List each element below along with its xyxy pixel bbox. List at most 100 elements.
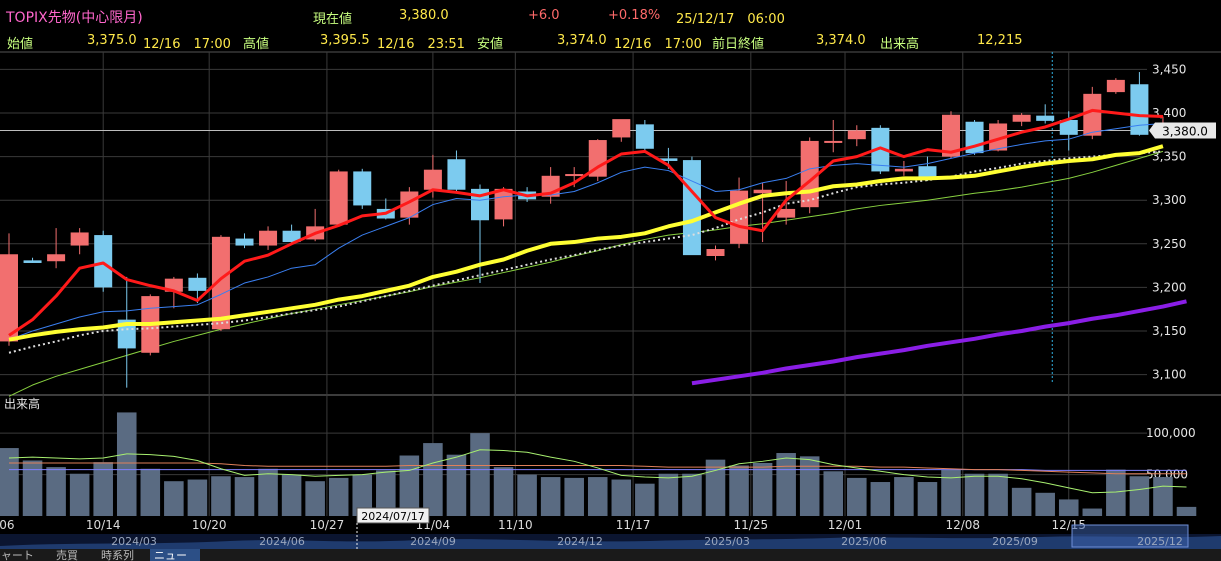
candle-body: [847, 130, 866, 140]
candle-body: [1083, 93, 1102, 136]
candle-body: [353, 171, 372, 206]
volume-bar: [823, 471, 844, 516]
volume-tick-label: 100,000: [1146, 426, 1196, 440]
bottom-tab-bar: [0, 549, 1221, 561]
navigator-date-label: 2024/06: [259, 535, 305, 548]
volume-bar: [423, 443, 443, 516]
candle-body: [659, 158, 678, 161]
quote-timestamp: 25/12/17 06:00: [676, 12, 785, 27]
candle-body: [706, 249, 725, 256]
open-time: 12/16 17:00: [143, 37, 231, 52]
candle-body: [871, 127, 890, 172]
volume-bar: [752, 462, 773, 516]
ma-blue-line: [8, 122, 1163, 341]
low-label: 安値: [477, 37, 504, 52]
price-volume-chart[interactable]: 10/0610/1410/2010/2711/0411/1011/1711/25…: [0, 0, 1221, 549]
symbol-title: TOPIX先物(中心限月): [6, 10, 143, 26]
volume-bar: [517, 474, 537, 516]
current-price-label: 現在値: [313, 12, 353, 27]
ma5-line: [8, 108, 1164, 337]
date-tick-label: 11/10: [498, 518, 533, 532]
price-tick-label: 3,150: [1152, 324, 1186, 338]
current-price-value: 3,380.0: [399, 8, 449, 23]
price-tick-label: 3,250: [1152, 237, 1186, 251]
candle-body: [824, 140, 843, 143]
volume-bar: [22, 460, 43, 516]
volume-bar: [0, 448, 19, 516]
volume-bar: [258, 468, 278, 516]
low-time: 12/16 17:00: [614, 37, 702, 52]
low-value: 3,374.0: [557, 33, 607, 48]
volume-bar: [705, 459, 726, 516]
navigator-range-window: [1071, 524, 1189, 548]
volume-bar: [164, 481, 184, 516]
date-tick-label: 10/27: [310, 518, 345, 532]
volume-bar: [682, 473, 702, 516]
price-tick-label: 3,400: [1152, 106, 1186, 120]
volume-bar: [964, 473, 985, 516]
volume-panel-title: 出来高: [4, 396, 40, 411]
volume-bar: [941, 469, 961, 516]
candle-body: [494, 188, 513, 220]
price-tick-label: 3,300: [1152, 193, 1186, 207]
tooltip-date-text: 2024/07/17: [361, 510, 424, 523]
candle-body: [1106, 79, 1125, 93]
volume-bar: [493, 467, 514, 516]
candle-body: [471, 188, 489, 221]
candle-body: [565, 174, 584, 177]
candle-body: [188, 277, 207, 291]
candle-body: [70, 232, 89, 246]
candle-body: [1059, 120, 1078, 135]
volume-bar: [799, 456, 820, 516]
prev-close-label: 前日終値: [712, 37, 765, 52]
candle-body: [612, 119, 631, 138]
volume-bar: [46, 467, 66, 516]
volume-bar: [470, 433, 490, 516]
navigator-date-label: 2024/12: [557, 535, 603, 548]
volume-bar: [305, 481, 325, 516]
candle-body: [235, 238, 254, 246]
volume-bar: [234, 477, 255, 516]
volume-bar: [1129, 476, 1150, 516]
volume-value: 12,215: [977, 33, 1023, 48]
ma200-line: [691, 299, 1187, 386]
volume-bar: [587, 477, 608, 516]
date-tick-label: 11/17: [616, 518, 651, 532]
candle-body: [329, 171, 348, 225]
date-tick-label: 12/01: [828, 518, 863, 532]
volume-bar: [776, 453, 796, 516]
current-price-tag: 3,380.0: [1149, 122, 1216, 139]
navigator-date-label: 2024/03: [111, 535, 157, 548]
prev-close-value: 3,374.0: [816, 33, 866, 48]
candle-body: [777, 208, 796, 218]
date-tick-label: 11/25: [734, 518, 769, 532]
candle-body: [942, 114, 960, 157]
tab-news[interactable]: ニュース: [150, 549, 200, 561]
candle-body: [211, 236, 230, 330]
tab-chart[interactable]: チャート: [0, 549, 34, 561]
ma75-line: [8, 150, 1164, 397]
volume-bar: [894, 477, 914, 516]
volume-bar: [611, 479, 632, 516]
candle-body: [894, 168, 913, 172]
open-label: 始値: [7, 37, 34, 52]
volume-bar: [1106, 469, 1126, 516]
volume-bar: [847, 477, 867, 516]
volume-bar: [116, 412, 137, 516]
volume-bar: [988, 473, 1008, 516]
tab-trade[interactable]: 売買: [56, 549, 78, 561]
candle-body: [918, 166, 937, 179]
candle-body: [447, 159, 466, 190]
high-label: 高値: [243, 37, 270, 52]
volume-bar: [1082, 508, 1103, 516]
volume-bar: [93, 462, 113, 516]
volume-bar: [376, 470, 396, 516]
volume-bar: [1011, 487, 1032, 516]
tab-timeseries[interactable]: 時系列: [101, 549, 134, 561]
volume-bar: [352, 474, 373, 516]
candle-body: [1012, 114, 1031, 122]
candle-body: [282, 230, 301, 243]
volume-bar: [399, 455, 420, 516]
volume-label: 出来高: [880, 37, 920, 52]
candle-body: [117, 319, 136, 349]
